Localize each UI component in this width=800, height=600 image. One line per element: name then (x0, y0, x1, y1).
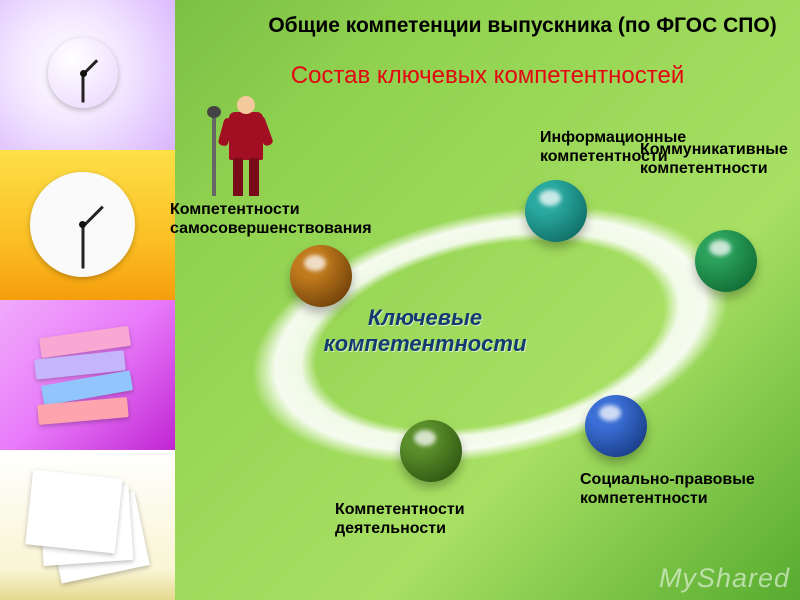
label-legal: Социально-правовые компетентности (580, 470, 780, 508)
center-line1: Ключевые (310, 305, 540, 331)
speaker-figure (215, 96, 270, 201)
sphere-legal (585, 395, 647, 457)
main-area: Общие компетенции выпускника (по ФГОС СП… (175, 0, 800, 600)
center-label: Ключевые компетентности (310, 305, 540, 357)
label-self: Компетентности самосовершенствования (170, 200, 390, 238)
sphere-self (290, 245, 352, 307)
sphere-info (525, 180, 587, 242)
label-comm: Коммуникативные компетентности (640, 140, 800, 178)
sidebar-tiles (0, 0, 175, 600)
page-title: Общие компетенции выпускника (по ФГОС СП… (255, 14, 790, 38)
tile-books (0, 300, 175, 450)
tile-clock-yellow (0, 150, 175, 300)
tile-clock-purple (0, 0, 175, 150)
center-line2: компетентности (310, 331, 540, 357)
label-act: Компетентности деятельности (335, 500, 545, 538)
tile-papers (0, 450, 175, 600)
watermark: MyShared (659, 563, 790, 594)
sphere-comm (695, 230, 757, 292)
page-subtitle: Состав ключевых компетентностей (175, 62, 800, 90)
sphere-act (400, 420, 462, 482)
